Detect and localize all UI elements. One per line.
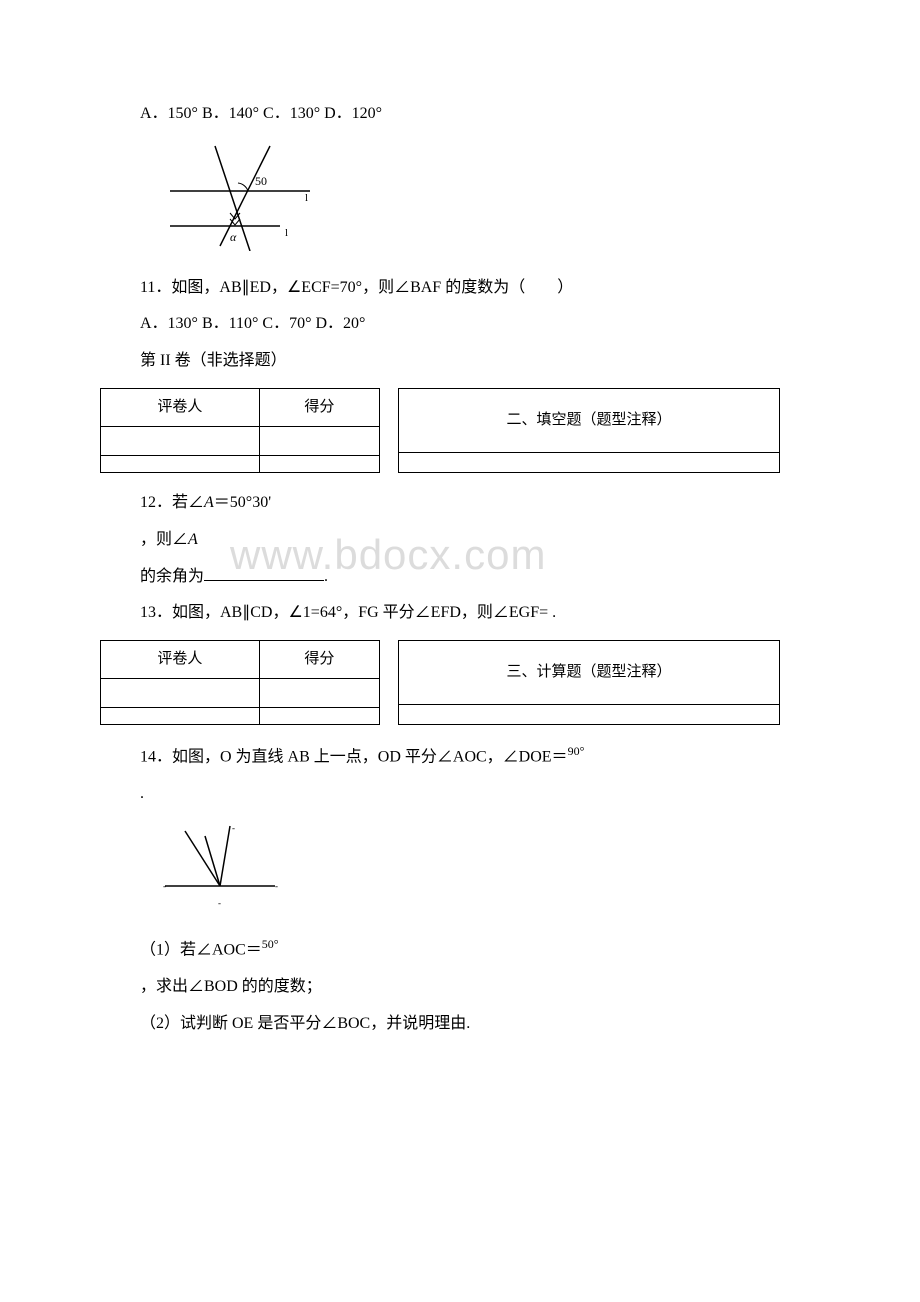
diagram-q10: 50 l l α	[160, 141, 780, 262]
q12-line2: ，则∠A	[140, 526, 780, 555]
q14-sub1a: （1）若∠AOC＝50°	[140, 934, 780, 965]
eval-cell	[101, 678, 260, 707]
q12-line1: 12．若∠A＝50°30'	[140, 489, 780, 518]
eval-cell	[101, 456, 260, 473]
line-l2-label: l	[285, 227, 288, 239]
eval-cell	[101, 426, 260, 455]
score-header: 得分	[259, 388, 379, 426]
section-cell	[399, 705, 780, 725]
eval-table-calc: 评卷人 得分 三、计算题（题型注释）	[100, 640, 780, 725]
svg-text:-: -	[163, 881, 166, 891]
q13-text: 13．如图，AB∥CD，∠1=64°，FG 平分∠EFD，则∠EGF= .	[140, 599, 780, 628]
q11-text: 11．如图，AB∥ED，∠ECF=70°，则∠BAF 的度数为（ ）	[140, 274, 780, 303]
section2-title: 第 II 卷（非选择题）	[140, 347, 780, 376]
eval-cell	[259, 708, 379, 725]
line-l1-label: l	[305, 192, 308, 204]
section-calc-title: 三、计算题（题型注释）	[399, 641, 780, 705]
q14-sub1b: ，求出∠BOD 的的度数；	[140, 973, 780, 1002]
q11-options: A．130° B．110° C．70° D．20°	[140, 310, 780, 339]
q14-line1: 14．如图，O 为直线 AB 上一点，OD 平分∠AOC，∠DOE＝90°	[140, 741, 780, 772]
q12-line3: 的余角为.	[140, 563, 780, 592]
eval-table-fill: 评卷人 得分 二、填空题（题型注释）	[100, 388, 780, 473]
eval-cell	[101, 708, 260, 725]
section-cell	[399, 452, 780, 472]
alpha-label: α	[230, 230, 237, 244]
eval-cell	[259, 426, 379, 455]
section-fill-title: 二、填空题（题型注释）	[399, 388, 780, 452]
q14-sub2: （2）试判断 OE 是否平分∠BOC，并说明理由.	[140, 1010, 780, 1039]
grader-header: 评卷人	[101, 388, 260, 426]
svg-text:-: -	[218, 898, 221, 908]
svg-text:-: -	[275, 881, 278, 891]
angle-50-label: 50	[255, 174, 267, 188]
eval-cell	[259, 678, 379, 707]
eval-cell	[259, 456, 379, 473]
grader-header: 评卷人	[101, 641, 260, 679]
score-header: 得分	[259, 641, 379, 679]
q10-options: A．150° B．140° C．130° D．120°	[140, 100, 780, 129]
svg-text:-: -	[232, 823, 235, 833]
diagram-q14: - - - -	[160, 821, 780, 922]
q14-dot: .	[140, 780, 780, 809]
